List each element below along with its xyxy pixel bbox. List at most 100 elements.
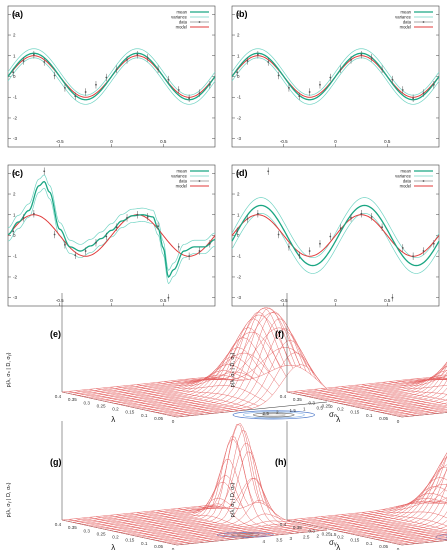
- data-point: [267, 170, 270, 173]
- surface-mesh-line: [318, 374, 447, 400]
- y-tick-label: 2: [13, 33, 16, 38]
- x-tick-label: -0.5: [56, 298, 64, 303]
- z-axis-label: p(λ, σₙ | D, σᵧ): [230, 352, 236, 387]
- panel-label: (c): [12, 168, 23, 178]
- surface-mesh-line: [140, 307, 291, 410]
- surface-mesh-line: [67, 377, 218, 394]
- lambda-tick-label: 0.3: [84, 528, 91, 533]
- sigma-tick-label: 3.5: [276, 537, 283, 542]
- data-point: [277, 233, 280, 236]
- legend-label: mean: [177, 168, 188, 173]
- surface-panel-6: 0.4 0.35 0.3 0.25 0.2 0.15 0.1 0.05 0 λ 4 3.5 3 2.5 2 1…: [6, 421, 337, 550]
- surface-mesh-line: [401, 540, 447, 546]
- data-point: [167, 78, 170, 81]
- x-tick-label: -0.5: [56, 139, 64, 144]
- surface-mesh-line: [61, 376, 213, 393]
- surface-mesh-line: [416, 468, 447, 504]
- surface-mesh-line: [334, 362, 447, 403]
- surface-mesh-line: [344, 365, 447, 405]
- data-point: [84, 91, 87, 93]
- sigma-tick-label: 1.5: [290, 408, 297, 413]
- surface-mesh-line: [307, 379, 447, 397]
- legend-label: data: [179, 19, 188, 24]
- sigma-tick-label: 4: [263, 539, 266, 544]
- surface-mesh-line: [156, 318, 307, 413]
- lambda-tick-label: 0.35: [293, 525, 302, 530]
- surface-mesh-line: [297, 378, 447, 395]
- data-point: [22, 216, 25, 219]
- surface-mesh-line: [328, 452, 447, 530]
- surface-mesh-line: [381, 533, 447, 541]
- y-tick-label: 3: [237, 171, 240, 176]
- lambda-tick-label: 0.1: [366, 413, 373, 418]
- surface-mesh-line: [313, 477, 447, 526]
- mean-line: [231, 52, 440, 101]
- data-point: [208, 242, 211, 245]
- data-point: [329, 235, 332, 238]
- data-point: [350, 216, 352, 219]
- lambda-tick-label: 0.15: [350, 538, 359, 543]
- lambda-tick-label: 0.25: [322, 403, 331, 408]
- data-point: [146, 56, 149, 59]
- sigma-tick-label: 0: [330, 404, 333, 409]
- data-point: [198, 250, 201, 252]
- lambda-tick-label: 0.2: [112, 535, 119, 540]
- data-point: [84, 250, 87, 252]
- legend-label: model: [400, 24, 411, 29]
- surface-mesh-line: [402, 452, 447, 506]
- sigma-tick-label: 3: [290, 536, 293, 541]
- data-point: [401, 247, 404, 249]
- surface-mesh-line: [334, 456, 447, 531]
- x-tick-label: -0.5: [280, 298, 288, 303]
- panel-label: (g): [50, 457, 62, 467]
- lambda-tick-label: 0.15: [125, 538, 134, 543]
- legend-swatch-point: [422, 21, 425, 23]
- surface-mesh-line: [114, 430, 265, 532]
- lambda-tick-label: 0.35: [68, 525, 77, 530]
- surface-mesh-line: [328, 365, 447, 402]
- data-point: [136, 53, 139, 56]
- y-tick-label: -1: [13, 95, 17, 100]
- surface-mesh-line: [145, 307, 296, 411]
- data-point: [74, 254, 77, 257]
- data-point: [339, 227, 342, 230]
- lambda-tick-label: 0.05: [379, 544, 388, 549]
- surface-mesh-line: [396, 361, 447, 383]
- surface-mesh-line: [409, 455, 447, 505]
- sigma-tick-label: 2.5: [303, 535, 310, 540]
- mean-line: [7, 180, 216, 278]
- surface-panel-7: 0.4 0.35 0.3 0.25 0.2 0.15 0.1 0.05 0 λ 4 3.5 3 2.5 2 1…: [230, 421, 447, 550]
- surface-mesh-line: [129, 499, 281, 535]
- data-point: [308, 250, 311, 252]
- surface-mesh-line: [109, 356, 260, 403]
- sigma-axis-label: σᵧ: [329, 538, 337, 547]
- data-point: [198, 92, 201, 94]
- legend-label: variance: [395, 14, 411, 19]
- lambda-axis-label: λ: [111, 543, 115, 550]
- y-tick-label: -3: [237, 136, 241, 141]
- data-point: [298, 254, 301, 257]
- surface-mesh-line: [98, 370, 249, 401]
- lambda-tick-label: 0.3: [84, 400, 91, 405]
- data-point: [422, 92, 425, 94]
- data-point: [319, 242, 321, 245]
- lambda-tick-label: 0: [397, 419, 400, 424]
- data-point: [360, 53, 363, 56]
- mean-line: [231, 204, 440, 267]
- surface-mesh-line: [339, 361, 447, 404]
- data-point: [53, 74, 56, 77]
- legend-label: model: [400, 183, 411, 188]
- variance-lower-line: [231, 57, 440, 105]
- surface-mesh-line: [391, 408, 447, 415]
- y-tick-label: 2: [237, 192, 240, 197]
- data-point: [381, 226, 383, 229]
- lambda-tick-label: 0.2: [337, 407, 344, 412]
- data-point: [188, 97, 191, 100]
- surface-mesh-line: [318, 466, 447, 528]
- x-tick-label: 0: [110, 298, 113, 303]
- variance-upper-line: [231, 197, 440, 259]
- x-tick-label: 0.5: [160, 139, 167, 144]
- surface-mesh-line: [171, 352, 322, 417]
- x-tick-label: -0.5: [280, 139, 288, 144]
